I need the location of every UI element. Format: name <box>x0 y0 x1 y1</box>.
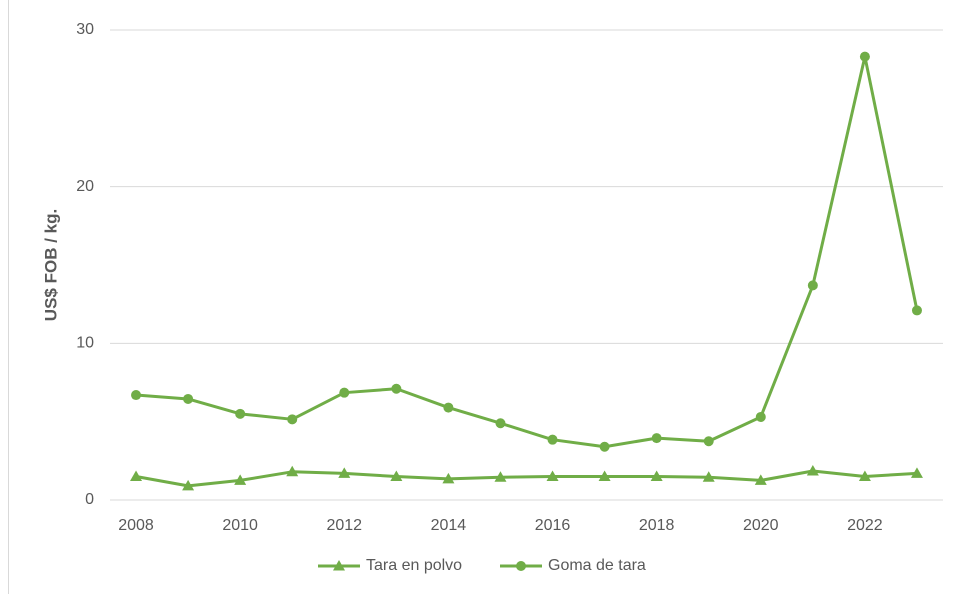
x-tick-label: 2018 <box>639 517 675 534</box>
x-tick-label: 2008 <box>118 517 154 534</box>
x-tick-label: 2022 <box>847 517 883 534</box>
marker <box>234 474 247 485</box>
marker <box>130 470 143 481</box>
y-tick-label: 20 <box>76 178 94 195</box>
marker <box>339 387 350 398</box>
marker <box>807 280 818 291</box>
series-line <box>135 469 918 488</box>
marker <box>598 470 611 481</box>
marker <box>495 418 506 429</box>
y-axis-label: US$ FOB / kg. <box>41 209 60 321</box>
marker <box>516 561 526 571</box>
x-tick-label: 2020 <box>743 517 779 534</box>
y-tick-label: 30 <box>76 21 94 38</box>
marker <box>390 470 403 481</box>
x-tick-label: 2014 <box>431 517 467 534</box>
marker <box>443 402 454 413</box>
marker <box>910 467 923 478</box>
marker <box>131 390 142 401</box>
y-tick-label: 0 <box>85 491 94 508</box>
marker <box>183 393 194 404</box>
marker <box>859 51 870 62</box>
marker <box>391 383 402 394</box>
marker <box>338 467 351 478</box>
y-tick-label: 10 <box>76 335 94 352</box>
marker <box>599 441 610 452</box>
marker <box>442 472 455 484</box>
series-line <box>135 55 919 449</box>
x-tick-label: 2012 <box>326 517 362 534</box>
marker <box>546 470 559 481</box>
marker <box>286 465 299 477</box>
marker <box>858 470 871 481</box>
marker <box>287 414 298 425</box>
marker <box>235 408 246 419</box>
marker <box>806 465 819 476</box>
legend-label: Tara en polvo <box>366 557 462 574</box>
marker <box>182 479 195 491</box>
marker <box>755 411 766 422</box>
marker <box>754 474 767 485</box>
marker <box>547 434 558 445</box>
marker <box>702 471 715 482</box>
marker <box>703 436 714 447</box>
x-tick-label: 2016 <box>535 517 571 534</box>
x-tick-label: 2010 <box>222 517 258 534</box>
legend-label: Goma de tara <box>548 557 646 574</box>
marker <box>650 470 663 481</box>
marker <box>911 305 922 316</box>
marker <box>651 433 662 444</box>
marker <box>494 471 507 482</box>
marker <box>333 560 345 571</box>
